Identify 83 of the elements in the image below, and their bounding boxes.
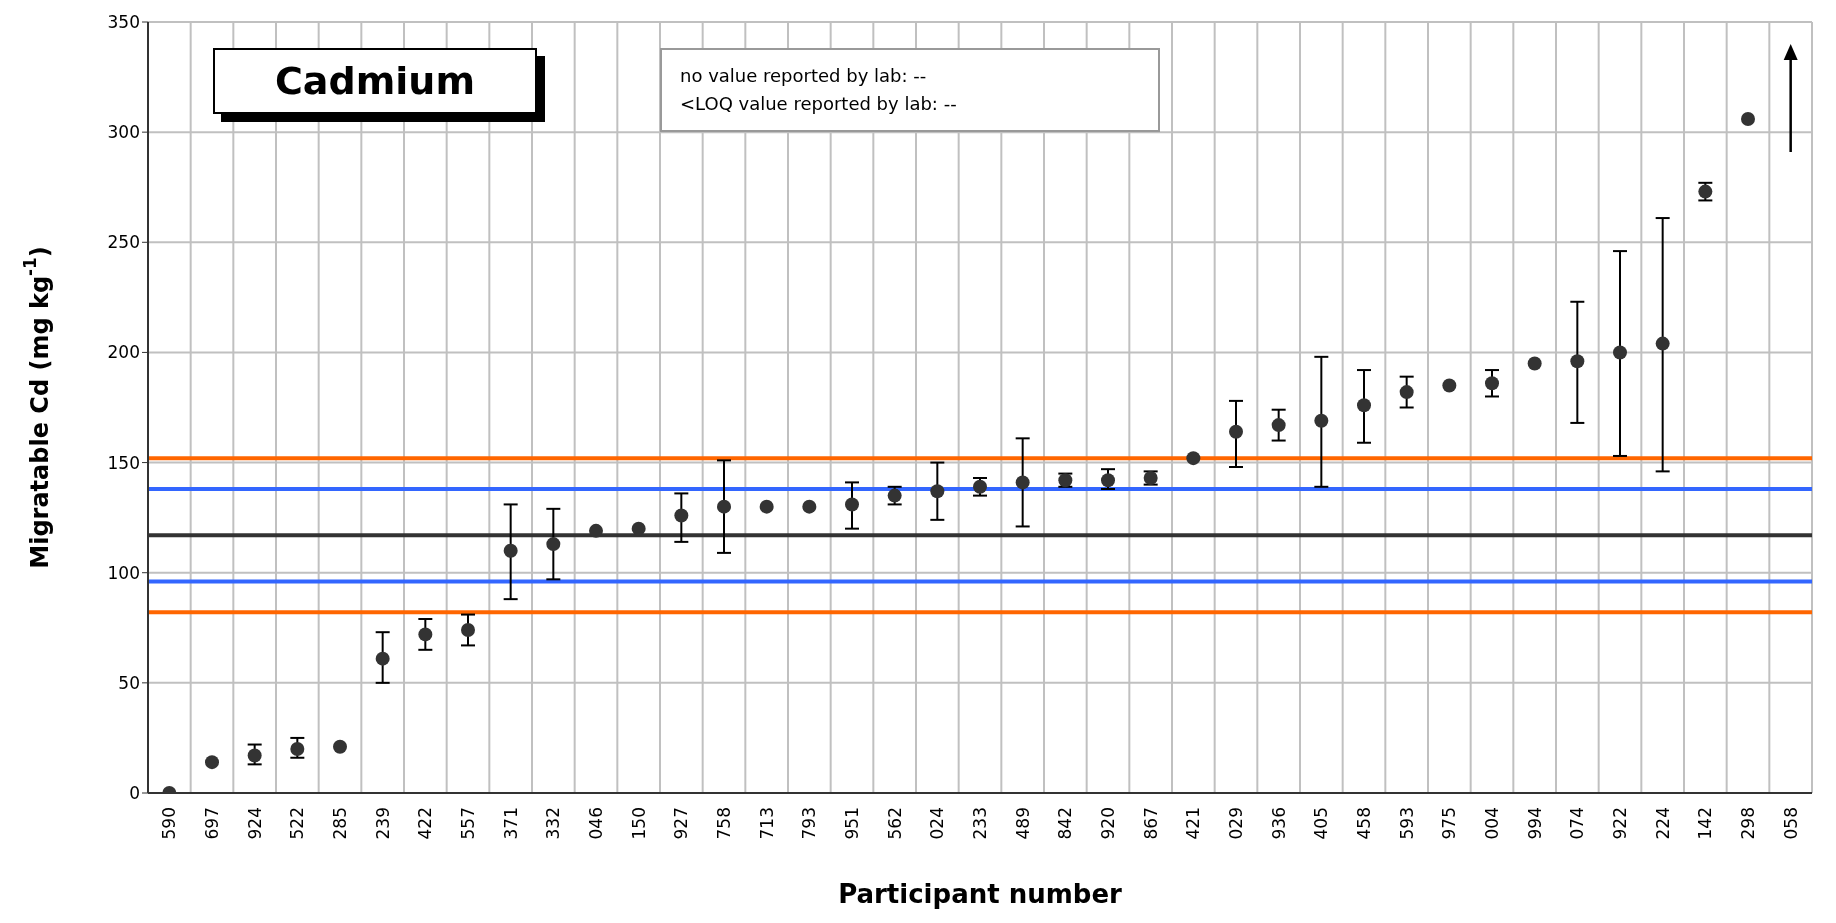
point xyxy=(802,499,817,514)
point xyxy=(375,651,390,666)
x-tick-label: 557 xyxy=(458,807,478,840)
x-tick-label: 332 xyxy=(543,807,564,840)
x-tick-label: 936 xyxy=(1268,807,1289,840)
y-tick-label: 300 xyxy=(107,122,140,143)
x-tick-label: 150 xyxy=(628,807,649,840)
x-tick-label: 405 xyxy=(1311,807,1332,840)
x-tick-label: 793 xyxy=(799,807,820,840)
x-tick-label: 562 xyxy=(884,807,905,840)
y-tick-label: 150 xyxy=(107,452,140,473)
x-tick-label: 590 xyxy=(159,807,180,840)
x-tick-label: 285 xyxy=(330,807,350,840)
point xyxy=(1485,376,1499,391)
x-tick-label: 697 xyxy=(202,807,222,840)
x-tick-label: 371 xyxy=(500,807,521,840)
y-tick-label: 50 xyxy=(118,672,140,693)
point xyxy=(930,484,945,499)
x-tick-label: 489 xyxy=(1012,807,1033,840)
x-tick-label: 867 xyxy=(1140,807,1161,840)
x-tick-label: 074 xyxy=(1567,807,1588,840)
x-tick-label: 951 xyxy=(842,807,862,840)
point xyxy=(461,622,475,637)
annotation: <LOQ value reported by lab: -- xyxy=(680,92,958,116)
point xyxy=(1613,345,1627,360)
x-tick-label: 422 xyxy=(415,807,436,840)
note-box: no value reported by lab: -- <LOQ value reported by lab: -- xyxy=(660,48,1160,132)
x-tick-label: 920 xyxy=(1098,807,1118,840)
annotation: no value reported by lab: -- xyxy=(680,64,928,88)
point xyxy=(1527,356,1542,371)
x-tick-label: 758 xyxy=(714,807,734,840)
x-tick-label: 046 xyxy=(586,807,606,840)
point xyxy=(205,755,219,770)
x-tick-label: 224 xyxy=(1652,807,1673,840)
point xyxy=(589,523,603,538)
x-tick-label: 239 xyxy=(372,807,393,840)
point xyxy=(247,748,262,763)
y-tick-label: 0 xyxy=(129,783,140,804)
y-tick-label: 200 xyxy=(107,342,140,363)
point xyxy=(1101,473,1115,488)
x-tick-label: 142 xyxy=(1695,807,1716,840)
point xyxy=(674,508,689,523)
x-tick-label: 004 xyxy=(1482,807,1502,840)
x-tick-label: 029 xyxy=(1226,807,1246,840)
point xyxy=(1357,398,1371,413)
x-tick-label: 458 xyxy=(1354,807,1374,840)
point xyxy=(1570,354,1585,369)
point xyxy=(418,627,433,642)
point xyxy=(503,543,518,558)
x-axis-title: Participant number xyxy=(838,879,1123,909)
point xyxy=(333,739,347,754)
point xyxy=(1442,378,1457,393)
y-tick-label: 100 xyxy=(107,562,140,583)
point xyxy=(759,499,774,514)
point xyxy=(1015,475,1030,490)
x-tick-label: 713 xyxy=(756,807,777,840)
point xyxy=(717,499,731,514)
point xyxy=(1186,451,1201,466)
x-tick-label: 994 xyxy=(1524,807,1545,840)
x-tick-label: 421 xyxy=(1183,807,1204,840)
y-tick-label: 350 xyxy=(107,12,140,33)
x-tick-label: 924 xyxy=(244,807,265,840)
x-tick-label: 927 xyxy=(671,807,692,840)
y-tick-label: 250 xyxy=(107,232,140,253)
x-tick-label: 522 xyxy=(287,807,308,840)
x-tick-label: 842 xyxy=(1055,807,1076,840)
point xyxy=(1655,336,1670,351)
point xyxy=(290,741,305,756)
point xyxy=(1229,424,1243,439)
x-tick-label: 922 xyxy=(1610,807,1630,840)
point xyxy=(1314,413,1329,428)
x-tick-label: 593 xyxy=(1396,807,1417,840)
point xyxy=(631,521,646,536)
point xyxy=(1271,418,1286,433)
x-tick-label: 298 xyxy=(1738,807,1758,840)
x-tick-label: 024 xyxy=(927,807,948,840)
x-tick-label: 975 xyxy=(1439,807,1460,840)
x-tick-label: 058 xyxy=(1780,807,1801,840)
point xyxy=(546,537,561,552)
x-tick-label: 233 xyxy=(970,807,990,840)
point xyxy=(1741,111,1755,126)
point xyxy=(845,497,859,512)
point xyxy=(1399,385,1414,400)
